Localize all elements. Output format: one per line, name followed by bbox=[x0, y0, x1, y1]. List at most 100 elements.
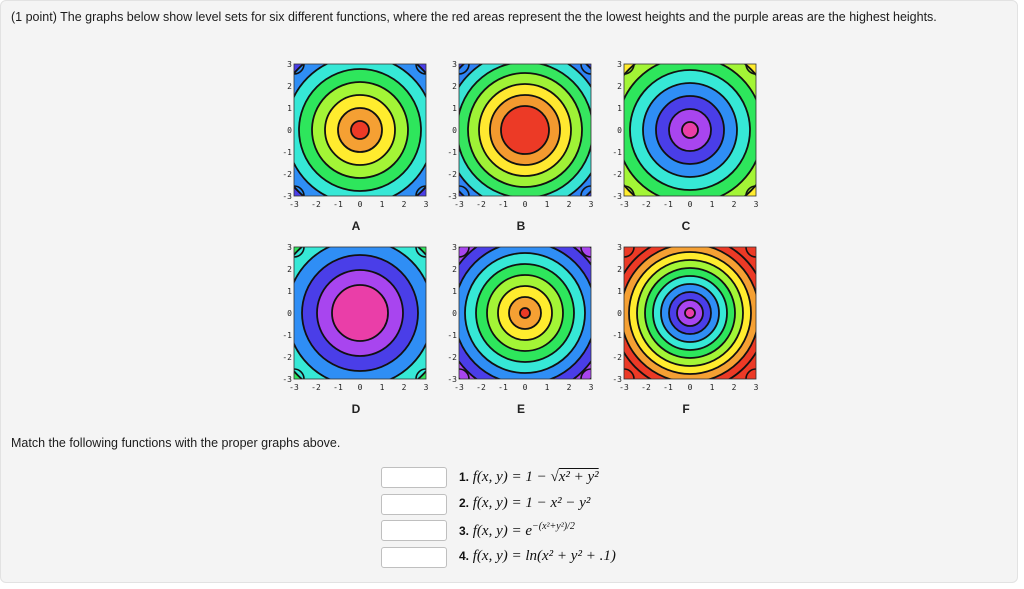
answer-input-3[interactable] bbox=[381, 520, 447, 541]
x-tick-label: 3 bbox=[424, 200, 429, 209]
x-tick-label: -1 bbox=[498, 383, 508, 392]
x-tick-label: 1 bbox=[380, 200, 385, 209]
x-tick-label: -2 bbox=[476, 200, 486, 209]
y-tick-label: 3 bbox=[287, 244, 292, 252]
x-tick-label: 1 bbox=[710, 200, 715, 209]
y-tick-label: 2 bbox=[287, 265, 292, 274]
y-tick-label: -1 bbox=[282, 331, 292, 340]
x-tick-label: -1 bbox=[663, 200, 673, 209]
y-tick-label: 2 bbox=[617, 265, 622, 274]
contour-ring bbox=[519, 307, 531, 319]
y-tick-label: -2 bbox=[447, 353, 457, 362]
function-2-expr: f(x, y) = 1 − x² − y² bbox=[472, 495, 591, 511]
y-tick-label: -3 bbox=[282, 192, 292, 201]
y-tick-label: -2 bbox=[282, 353, 292, 362]
graph-a: -3 -3 -2 -2 -1 -1 0 0 1 1 2 2 3 3 A bbox=[281, 61, 431, 251]
graph-b: -3 -3 -2 -2 -1 -1 0 0 1 1 2 2 3 3 B bbox=[446, 61, 596, 251]
y-tick-label: 3 bbox=[452, 61, 457, 69]
x-tick-label: 1 bbox=[545, 200, 550, 209]
y-tick-label: 3 bbox=[617, 244, 622, 252]
x-tick-label: -3 bbox=[289, 200, 299, 209]
answer-input-2[interactable] bbox=[381, 494, 447, 515]
plot-frame bbox=[623, 246, 757, 380]
y-tick-label: 2 bbox=[287, 82, 292, 91]
graph-f: -3 -3 -2 -2 -1 -1 0 0 1 1 2 2 3 3 F bbox=[611, 244, 761, 434]
y-tick-label: 0 bbox=[452, 126, 457, 135]
problem-intro: (1 point) The graphs below show level se… bbox=[11, 10, 937, 24]
y-tick-label: -1 bbox=[447, 331, 457, 340]
y-tick-label: 1 bbox=[617, 287, 622, 296]
x-tick-label: -3 bbox=[289, 383, 299, 392]
y-tick-label: 3 bbox=[287, 61, 292, 69]
y-tick-label: 3 bbox=[617, 61, 622, 69]
x-tick-label: 0 bbox=[688, 383, 693, 392]
function-2: 2. f(x, y) = 1 − x² − y² bbox=[459, 495, 590, 512]
x-tick-label: -2 bbox=[641, 200, 651, 209]
contour-plot-a: -3-3 -2 -2 -1 -1 0 0 1 1 2 2 3 3 bbox=[282, 61, 429, 209]
function-3-number: 3. bbox=[459, 524, 470, 538]
graph-c: -3 -3 -2 -2 -1 -1 0 0 1 1 2 2 3 3 C bbox=[611, 61, 761, 251]
function-4: 4. f(x, y) = ln(x² + y² + .1) bbox=[459, 548, 616, 565]
x-tick-label: -1 bbox=[663, 383, 673, 392]
plot-frame bbox=[458, 63, 592, 197]
x-tick-label: 2 bbox=[402, 383, 407, 392]
y-tick-label: -1 bbox=[612, 331, 622, 340]
x-tick-label: 3 bbox=[424, 383, 429, 392]
x-tick-label: 2 bbox=[567, 200, 572, 209]
function-4-number: 4. bbox=[459, 549, 470, 563]
x-tick-label: 0 bbox=[358, 383, 363, 392]
x-tick-label: 1 bbox=[380, 383, 385, 392]
y-tick-label: -2 bbox=[612, 170, 622, 179]
contour-ring bbox=[500, 105, 550, 155]
answer-input-4[interactable] bbox=[381, 547, 447, 568]
x-tick-label: 1 bbox=[545, 383, 550, 392]
y-tick-label: 2 bbox=[452, 265, 457, 274]
y-tick-label: 1 bbox=[452, 287, 457, 296]
plot-frame bbox=[458, 246, 592, 380]
x-tick-label: -2 bbox=[311, 383, 321, 392]
y-tick-label: 0 bbox=[287, 126, 292, 135]
y-tick-label: -1 bbox=[612, 148, 622, 157]
y-tick-label: -2 bbox=[612, 353, 622, 362]
x-tick-label: 0 bbox=[358, 200, 363, 209]
contour-ring bbox=[350, 120, 370, 140]
y-tick-label: -3 bbox=[282, 375, 292, 384]
answer-input-1[interactable] bbox=[381, 467, 447, 488]
contour-plot-f: -3-3 -2 -2 -1 -1 0 0 1 1 2 2 3 3 bbox=[612, 244, 758, 392]
y-tick-label: -3 bbox=[447, 375, 457, 384]
x-tick-label: 3 bbox=[589, 383, 594, 392]
contour-plot-b: -3-3 -2 -2 -1 -1 0 0 1 1 2 2 3 3 bbox=[447, 61, 593, 209]
y-tick-label: 3 bbox=[452, 244, 457, 252]
x-tick-label: -3 bbox=[454, 383, 464, 392]
x-tick-label: -1 bbox=[498, 200, 508, 209]
y-tick-label: -2 bbox=[447, 170, 457, 179]
y-tick-label: -3 bbox=[612, 375, 622, 384]
contour-ring bbox=[331, 284, 389, 342]
graph-d: -3 -3 -2 -2 -1 -1 0 0 1 1 2 2 3 3 D bbox=[281, 244, 431, 434]
y-tick-label: 0 bbox=[452, 309, 457, 318]
x-tick-label: 0 bbox=[523, 200, 528, 209]
function-3-exponent: −(x²+y²)/2 bbox=[532, 521, 575, 532]
y-tick-label: -2 bbox=[282, 170, 292, 179]
x-tick-label: -2 bbox=[476, 383, 486, 392]
contour-plot-e: -3-3 -2 -2 -1 -1 0 0 1 1 2 2 3 3 bbox=[447, 244, 594, 392]
function-1-lhs: f(x, y) = 1 − bbox=[472, 469, 551, 485]
x-tick-label: 0 bbox=[523, 383, 528, 392]
x-tick-label: 2 bbox=[732, 200, 737, 209]
x-tick-label: -2 bbox=[641, 383, 651, 392]
y-tick-label: 2 bbox=[452, 82, 457, 91]
graph-label-f: F bbox=[682, 402, 690, 416]
graph-label-c: C bbox=[681, 219, 691, 233]
plot-frame bbox=[623, 63, 757, 197]
contour-plot-d: -3-3 -2 -2 -1 -1 0 0 1 1 2 2 3 3 bbox=[282, 244, 429, 392]
function-2-number: 2. bbox=[459, 496, 470, 510]
y-tick-label: -3 bbox=[612, 192, 622, 201]
match-prompt: Match the following functions with the p… bbox=[11, 436, 341, 450]
function-4-expr: f(x, y) = ln(x² + y² + .1) bbox=[472, 548, 616, 564]
graph-label-e: E bbox=[516, 402, 525, 416]
x-tick-label: -3 bbox=[619, 383, 629, 392]
x-tick-label: -3 bbox=[454, 200, 464, 209]
graph-label-a: A bbox=[351, 219, 361, 233]
x-tick-label: -3 bbox=[619, 200, 629, 209]
contour-ring bbox=[684, 307, 696, 319]
